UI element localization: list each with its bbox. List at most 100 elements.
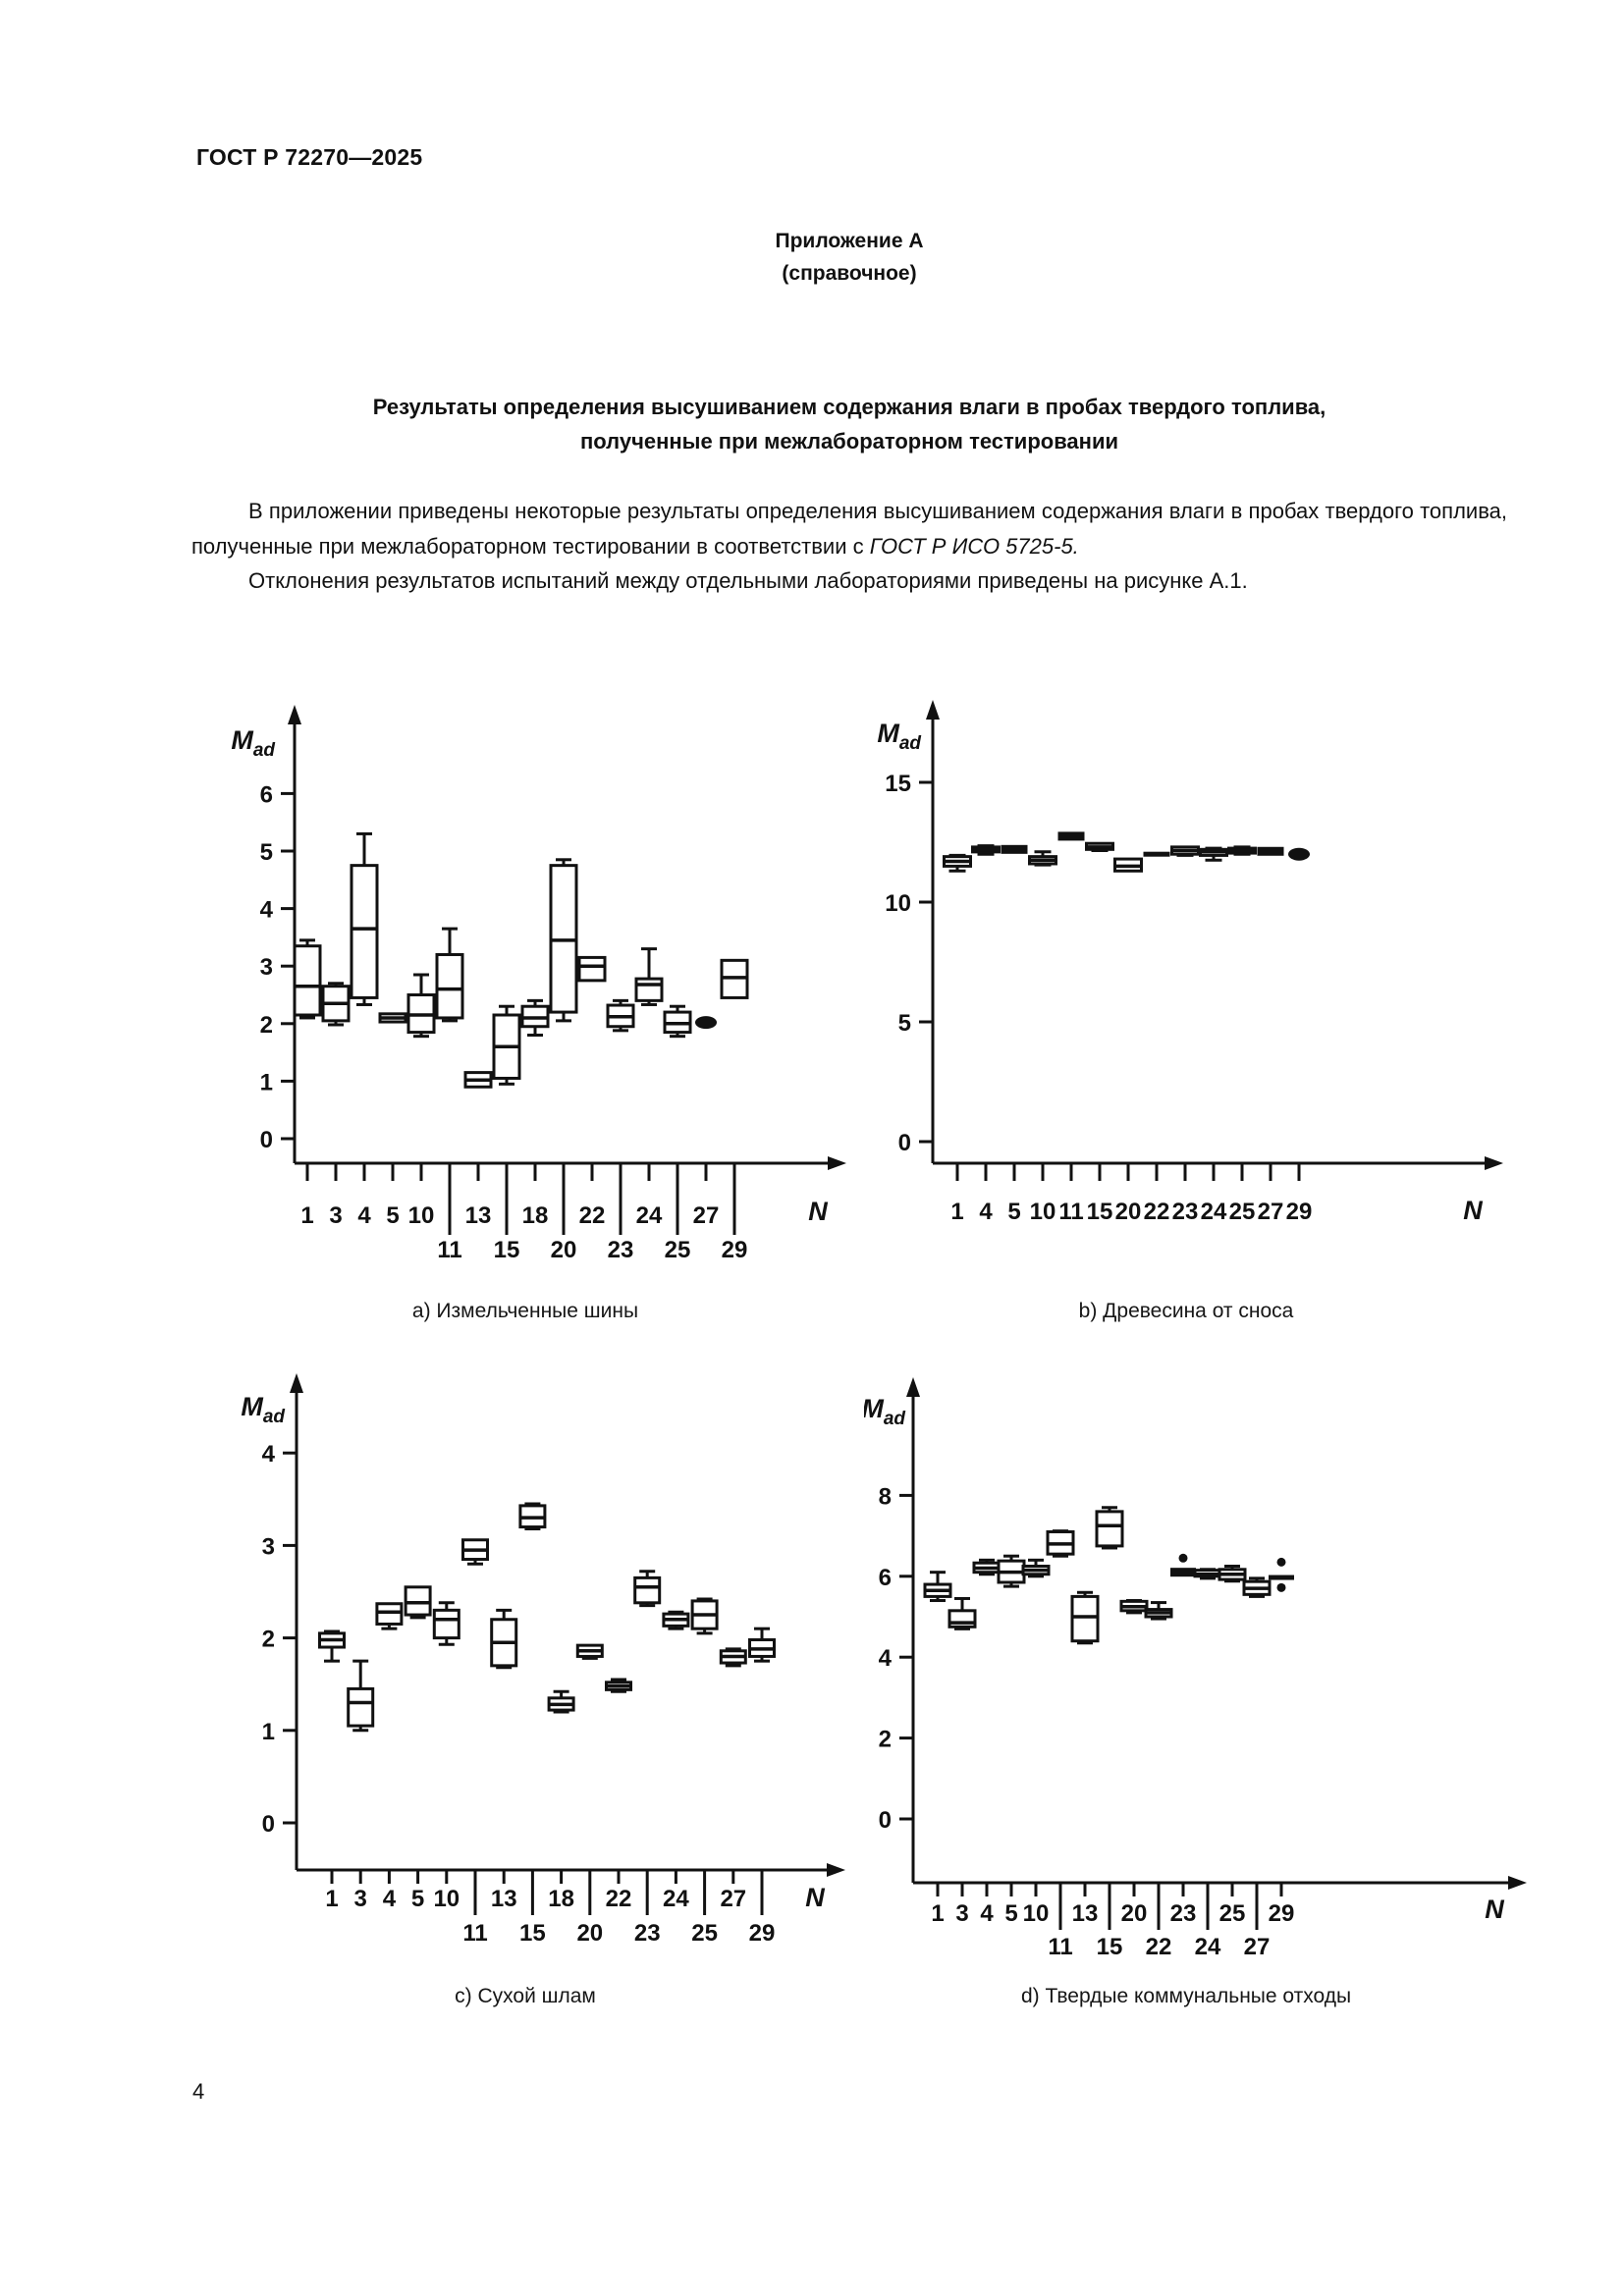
chart-a-lab-10-box: [406, 973, 436, 1039]
chart-b-lab-23-box: [1170, 845, 1200, 857]
chart-a-xtick-24: 24: [636, 1202, 663, 1229]
chart-c-lab-3-box: [347, 1659, 375, 1733]
chart-c-lab-11-box: [461, 1538, 489, 1566]
chart-c-lab-13-box: [490, 1608, 518, 1670]
chart-b-lab-22-dash: [1143, 851, 1170, 857]
chart-a-lab-29-box: [720, 958, 749, 999]
page-number: 4: [192, 2079, 205, 2104]
caption-chart-a: a) Измельченные шины: [411, 1300, 639, 1322]
chart-d-xtick-4: 4: [980, 1900, 994, 1927]
chart-c-lab-29-box: [748, 1627, 776, 1663]
chart-c-xtick-4: 4: [383, 1886, 397, 1912]
chart-a-xtick-13: 13: [465, 1202, 492, 1229]
chart-c-xtick-15: 15: [519, 1920, 546, 1947]
chart-c-xtick-5: 5: [411, 1886, 424, 1912]
chart-b-lab-11-bar: [1057, 831, 1085, 841]
chart-b-ytick-5: 5: [898, 1010, 911, 1037]
chart-d-lab-11-box: [1046, 1529, 1075, 1558]
chart-d-xtick-25: 25: [1219, 1900, 1246, 1927]
x-axis-arrow-icon: [827, 1863, 845, 1877]
chart-d-lab-22-box: [1144, 1601, 1173, 1621]
chart-a-lab-4-box: [350, 831, 379, 1006]
chart-b-xtick-29: 29: [1286, 1199, 1313, 1225]
chart-a-lab-24-box: [634, 947, 664, 1006]
chart-d-xtick-20: 20: [1121, 1900, 1148, 1927]
chart-c-xtick-29: 29: [749, 1920, 776, 1947]
chart-a-lab-25-box: [663, 1004, 692, 1039]
chart-c-xtick-10: 10: [433, 1886, 460, 1912]
chart-c-lab-20-box: [575, 1643, 604, 1660]
y-axis-arrow-icon: [906, 1377, 920, 1397]
chart-d-axes: 0246813451011131520222324252729NMad: [864, 1377, 1527, 1960]
chart-c-xtick-20: 20: [576, 1920, 603, 1947]
chart-c-lab-15-box: [518, 1502, 547, 1530]
chart-d-xtick-27: 27: [1244, 1934, 1271, 1960]
y-axis-arrow-icon: [288, 705, 301, 724]
x-axis-arrow-icon: [1485, 1156, 1503, 1170]
chart-a-x-axis-label: N: [808, 1197, 828, 1226]
chart-c-xtick-3: 3: [354, 1886, 367, 1912]
chart-b-xtick-22: 22: [1144, 1199, 1170, 1225]
chart-a-xtick-25: 25: [665, 1237, 691, 1263]
chart-c-lab-18-box: [547, 1689, 575, 1714]
chart-a-xtick-27: 27: [693, 1202, 720, 1229]
chart-b-xtick-4: 4: [979, 1199, 993, 1225]
chart-d-lab-23-bar: [1170, 1553, 1196, 1577]
chart-a-xtick-1: 1: [300, 1202, 313, 1229]
chart-a-ytick-2: 2: [260, 1012, 273, 1039]
x-axis-arrow-icon: [1508, 1876, 1527, 1890]
chart-c-lab-1-box: [318, 1629, 346, 1663]
chart-a-ytick-4: 4: [260, 897, 274, 924]
chart-a-xtick-11: 11: [437, 1237, 461, 1263]
chart-b-ytick-15: 15: [885, 771, 911, 797]
chart-a-xtick-4: 4: [357, 1202, 371, 1229]
x-axis-arrow-icon: [828, 1156, 846, 1170]
chart-c-lab-10-box: [432, 1601, 460, 1646]
chart-b-xtick-11: 11: [1058, 1199, 1083, 1225]
chart-b-xtick-27: 27: [1258, 1199, 1284, 1225]
chart-a-xtick-29: 29: [722, 1237, 748, 1263]
chart-c-xtick-24: 24: [663, 1886, 689, 1912]
chart-a-lab-22-box: [577, 955, 607, 983]
chart-a-lab-3-box: [321, 982, 351, 1027]
appendix-heading: Приложение А: [775, 230, 924, 252]
chart-c-lab-24-box: [662, 1610, 690, 1630]
chart-d-lab-24-box: [1193, 1568, 1222, 1580]
chart-d-ytick-8: 8: [879, 1483, 892, 1510]
chart-b-lab-5-bar: [1001, 844, 1028, 854]
chart-c-xtick-27: 27: [720, 1886, 746, 1912]
body-text: В приложении приведены некоторые результ…: [191, 494, 1507, 599]
paragraph-2: Отклонения результатов испытаний между о…: [248, 568, 1248, 593]
document-title-line1: Результаты определения высушиванием соде…: [372, 395, 1326, 419]
chart-d-xtick-24: 24: [1195, 1934, 1221, 1960]
chart-c-lab-23-box: [633, 1570, 662, 1608]
chart-c-xtick-18: 18: [548, 1886, 574, 1912]
chart-c-lab-22-box: [605, 1678, 632, 1693]
chart-b-ytick-0: 0: [898, 1130, 911, 1156]
y-axis-arrow-icon: [290, 1373, 303, 1393]
paragraph-1-text: В приложении приведены некоторые результ…: [191, 499, 1507, 559]
chart-b-xtick-10: 10: [1030, 1199, 1056, 1225]
chart-c-y-axis-label: Mad: [241, 1392, 285, 1427]
chart-d-lab-29-outlier: [1276, 1557, 1286, 1567]
chart-a-lab-1-box: [293, 938, 322, 1020]
standard-code: ГОСТ Р 72270—2025: [196, 144, 423, 170]
chart-a-xtick-10: 10: [408, 1202, 435, 1229]
chart-c-ytick-4: 4: [262, 1441, 276, 1468]
chart-b-xtick-5: 5: [1007, 1199, 1020, 1225]
chart-d-lab-27-box: [1242, 1576, 1272, 1598]
chart-c-ytick-0: 0: [262, 1811, 275, 1838]
chart-d-ytick-2: 2: [879, 1727, 892, 1753]
chart-a-xtick-15: 15: [494, 1237, 520, 1263]
chart-a-ytick-6: 6: [260, 781, 273, 808]
chart-b-lab-20-box: [1113, 857, 1143, 873]
caption-chart-d: d) Твердые коммунальные отходы: [1020, 1985, 1352, 2007]
chart-d-xtick-1: 1: [931, 1900, 944, 1927]
appendix-subheading: (справочное): [782, 262, 917, 285]
chart-b-lab-4-box: [971, 844, 1001, 856]
chart-d-xtick-10: 10: [1023, 1900, 1050, 1927]
boxplot-chart-d-municipal-waste: 0246813451011131520222324252729NMad: [864, 1377, 1527, 1960]
